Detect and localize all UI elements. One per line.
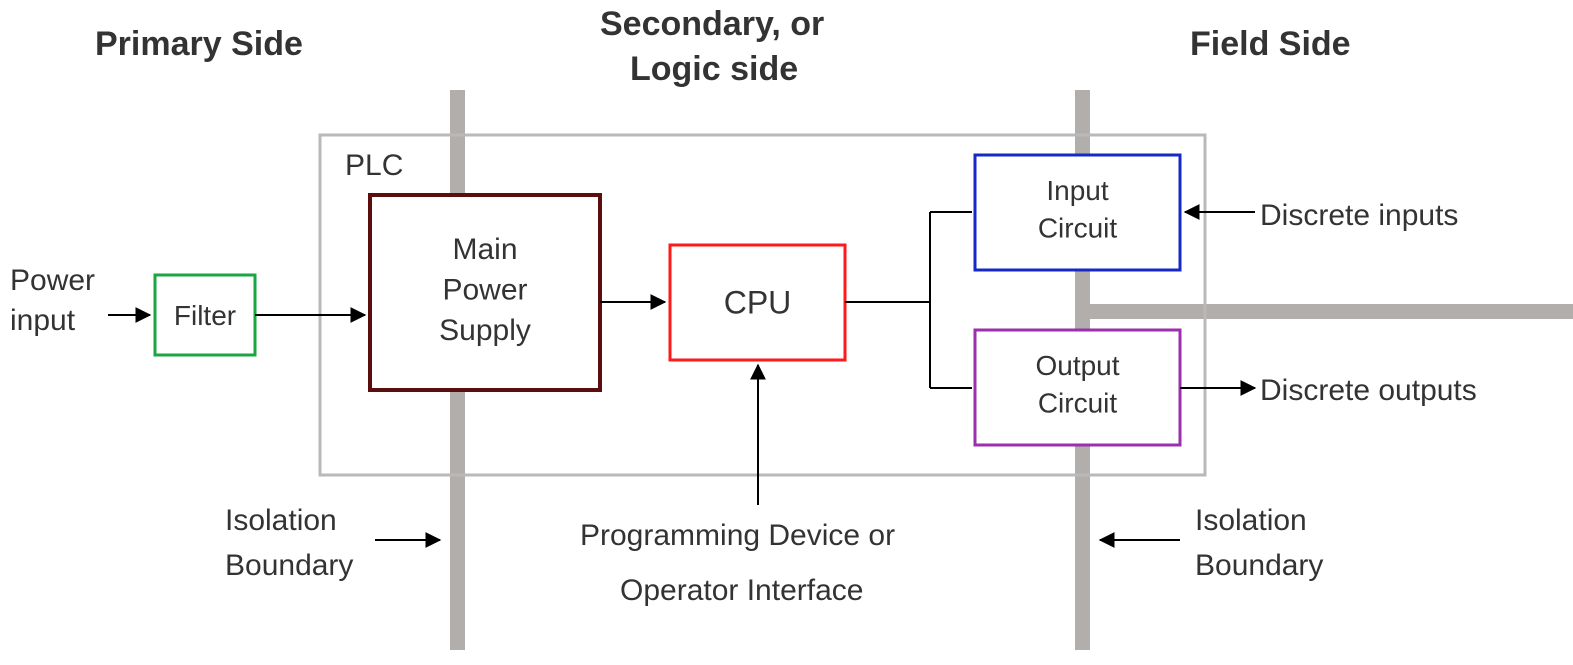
input-circuit-label-0: Input: [1046, 175, 1108, 206]
label-power_l2: input: [10, 304, 76, 337]
section-field: Field Side: [1190, 25, 1351, 63]
label-iso_r1a: Isolation: [1195, 504, 1307, 537]
label-prog_l1: Programming Device or: [580, 519, 895, 552]
section-primary: Primary Side: [95, 25, 303, 63]
filter-label: Filter: [174, 300, 236, 331]
plc-block-diagram: PLC Primary Side Secondary, or Logic side Fi…: [0, 0, 1573, 665]
label-disc_out: Discrete outputs: [1260, 374, 1477, 407]
label-prog_l2: Operator Interface: [620, 574, 863, 607]
label-iso_l1a: Isolation: [225, 504, 337, 537]
label-disc_in: Discrete inputs: [1260, 199, 1458, 232]
output-circuit-label-1: Circuit: [1038, 388, 1118, 419]
label-iso_l1b: Boundary: [225, 549, 353, 582]
main-power-supply-label-0: Main: [452, 233, 517, 266]
isolation-bar-right_h: [1075, 304, 1573, 319]
main-power-supply-label-1: Power: [442, 273, 527, 306]
section-secondary_l1: Secondary, or: [600, 5, 824, 43]
label-power_l1: Power: [10, 264, 95, 297]
section-secondary_l2: Logic side: [630, 50, 798, 88]
main-power-supply-label-2: Supply: [439, 314, 531, 347]
input-circuit-label-1: Circuit: [1038, 213, 1118, 244]
cpu-label: CPU: [724, 285, 792, 321]
svg-text:PLC: PLC: [345, 149, 403, 182]
label-iso_r1b: Boundary: [1195, 549, 1323, 582]
output-circuit-label-0: Output: [1035, 350, 1119, 381]
